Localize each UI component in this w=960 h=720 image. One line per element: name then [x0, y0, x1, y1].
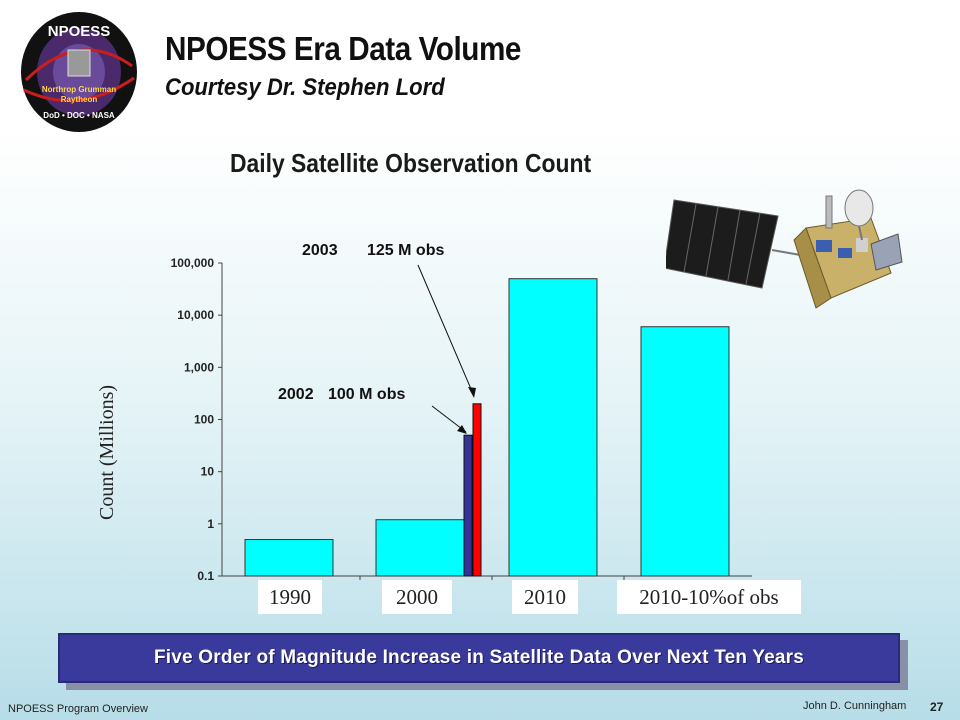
x-tick-label: 2000 [382, 580, 452, 614]
annotation-2003-year: 2003 [302, 242, 338, 260]
y-tick-label: 100,000 [171, 256, 215, 270]
bar-2002 [464, 435, 472, 576]
annotation-2003-arrowhead [468, 387, 476, 398]
bar-2000 [376, 520, 464, 576]
y-tick-label: 10,000 [177, 308, 214, 322]
footer-program: NPOESS Program Overview [8, 703, 148, 715]
annotation-2003-pointer [418, 265, 474, 396]
annotation-2002-year: 2002 [278, 386, 314, 404]
chart-bars [245, 279, 729, 576]
y-axis-label: Count (Millions) [96, 385, 119, 520]
summary-banner: Five Order of Magnitude Increase in Sate… [58, 633, 900, 683]
chart-annotations [418, 265, 476, 434]
summary-banner-text: Five Order of Magnitude Increase in Sate… [154, 647, 804, 669]
bar-2010-10-of-obs [641, 327, 729, 576]
y-tick-label: 10 [201, 465, 215, 479]
y-tick-label: 0.1 [197, 569, 214, 583]
bar-2010 [509, 279, 597, 576]
x-tick-label: 2010-10%of obs [617, 580, 801, 614]
y-tick-label: 100 [194, 413, 214, 427]
annotation-2003-text: 125 M obs [367, 242, 444, 260]
y-tick-label: 1,000 [184, 360, 214, 374]
x-tick-label: 1990 [258, 580, 322, 614]
page-number: 27 [930, 700, 943, 714]
bar-2003 [473, 404, 481, 576]
x-tick-label: 2010 [512, 580, 578, 614]
bar-1990 [245, 540, 333, 576]
y-tick-label: 1 [207, 517, 214, 531]
annotation-2002-text: 100 M obs [328, 386, 405, 404]
footer-presenter: John D. Cunningham [803, 700, 906, 712]
